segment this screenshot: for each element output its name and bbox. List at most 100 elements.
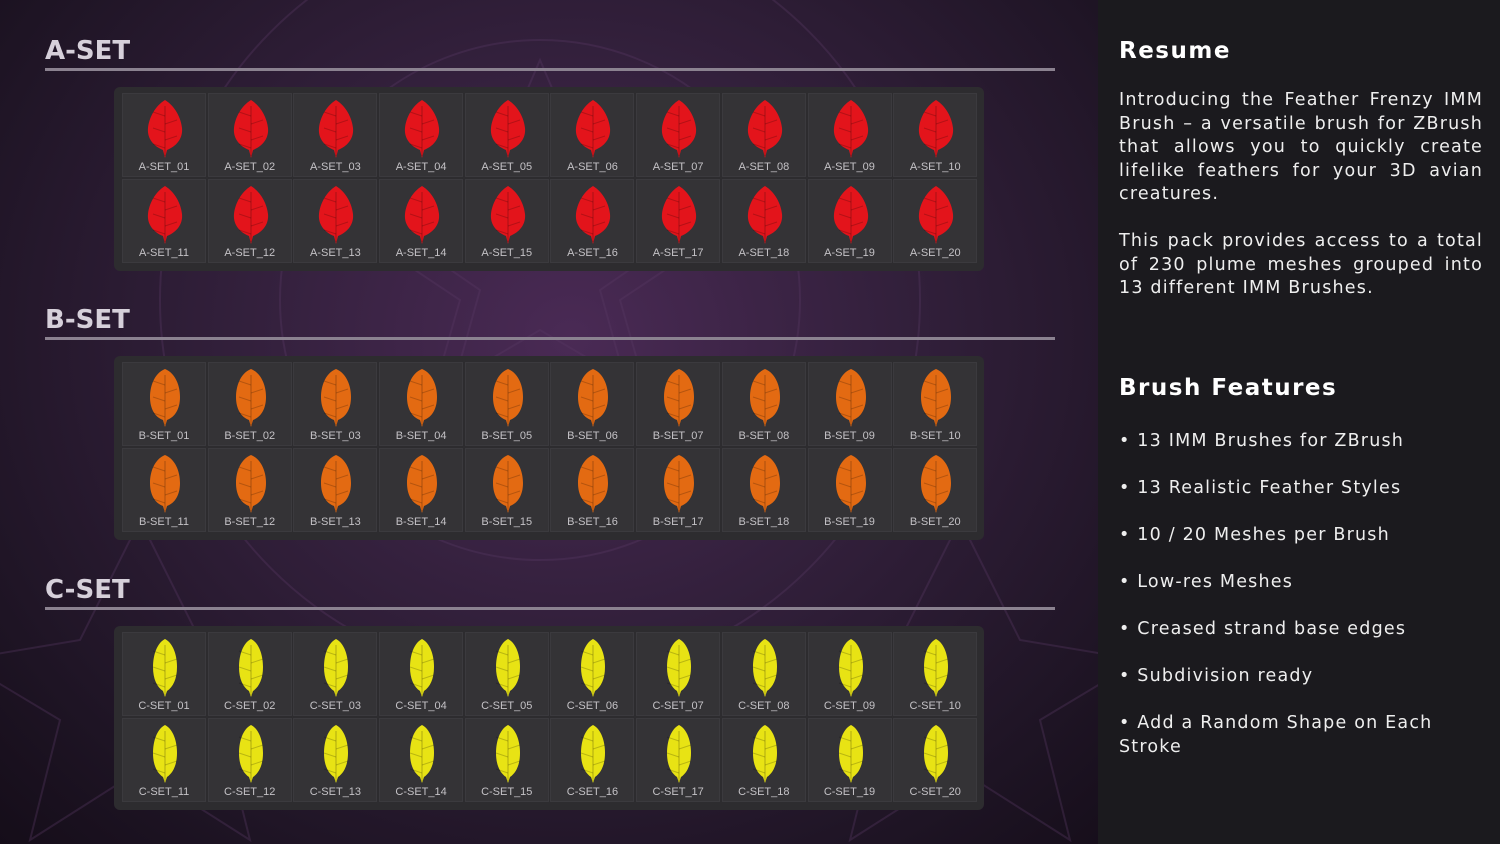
brush-thumbnail[interactable]: B-SET_15 bbox=[464, 448, 549, 532]
brush-thumbnail[interactable]: C-SET_08 bbox=[721, 632, 806, 716]
brush-thumbnail[interactable]: B-SET_01 bbox=[122, 362, 206, 446]
brush-thumbnail[interactable]: B-SET_13 bbox=[293, 448, 378, 532]
brush-label: B-SET_19 bbox=[824, 516, 875, 528]
brush-thumbnail[interactable]: B-SET_16 bbox=[550, 448, 635, 532]
brush-thumbnail[interactable]: A-SET_19 bbox=[807, 179, 892, 263]
brush-label: B-SET_14 bbox=[395, 516, 447, 528]
feather-icon bbox=[752, 639, 777, 697]
brush-label: C-SET_12 bbox=[224, 786, 276, 798]
brush-thumbnail[interactable]: B-SET_18 bbox=[721, 448, 806, 532]
brush-thumbnail[interactable]: A-SET_12 bbox=[207, 179, 292, 263]
brush-grid: C-SET_01 C-SET_02 C-SET_03 C-SET_04 C-SET_05… bbox=[122, 632, 978, 802]
brush-thumbnail[interactable]: B-SET_02 bbox=[207, 362, 292, 446]
feather-icon bbox=[235, 455, 266, 513]
brush-thumbnail[interactable]: B-SET_07 bbox=[636, 362, 721, 446]
brush-thumbnail[interactable]: B-SET_10 bbox=[893, 362, 978, 446]
brush-label: A-SET_01 bbox=[138, 161, 190, 173]
brush-label: A-SET_15 bbox=[481, 247, 533, 259]
brush-label: C-SET_03 bbox=[309, 700, 362, 712]
feather-icon bbox=[324, 639, 349, 697]
brush-thumbnail[interactable]: B-SET_17 bbox=[636, 448, 721, 532]
brush-thumbnail[interactable]: B-SET_20 bbox=[893, 448, 978, 532]
feather-icon bbox=[581, 639, 606, 697]
brush-thumbnail[interactable]: B-SET_19 bbox=[807, 448, 892, 532]
feather-icon bbox=[404, 100, 440, 158]
brush-thumbnail[interactable]: A-SET_04 bbox=[379, 93, 464, 177]
feather-icon bbox=[747, 186, 782, 244]
brush-thumbnail[interactable]: A-SET_16 bbox=[550, 179, 635, 263]
brush-thumbnail[interactable]: A-SET_18 bbox=[721, 179, 806, 263]
brush-thumbnail[interactable]: A-SET_02 bbox=[207, 93, 292, 177]
brush-thumbnail[interactable]: A-SET_11 bbox=[122, 179, 206, 263]
brush-thumbnail[interactable]: C-SET_16 bbox=[550, 718, 635, 802]
feather-icon bbox=[749, 455, 780, 513]
brush-thumbnail[interactable]: C-SET_14 bbox=[379, 718, 464, 802]
brush-thumbnail[interactable]: C-SET_18 bbox=[721, 718, 806, 802]
brush-thumbnail[interactable]: B-SET_11 bbox=[122, 448, 206, 532]
feather-icon bbox=[664, 455, 695, 513]
brush-thumbnail[interactable]: A-SET_10 bbox=[893, 93, 978, 177]
brush-thumbnail[interactable]: A-SET_09 bbox=[807, 93, 892, 177]
brush-thumbnail[interactable]: A-SET_01 bbox=[122, 93, 206, 177]
brush-thumbnail[interactable]: A-SET_06 bbox=[550, 93, 635, 177]
brush-thumbnail[interactable]: C-SET_03 bbox=[293, 632, 378, 716]
brush-label: B-SET_10 bbox=[909, 430, 961, 442]
brush-thumbnail[interactable]: A-SET_14 bbox=[379, 179, 464, 263]
brush-thumbnail[interactable]: A-SET_20 bbox=[893, 179, 978, 263]
brush-thumbnail[interactable]: B-SET_05 bbox=[464, 362, 549, 446]
brush-thumbnail[interactable]: C-SET_19 bbox=[807, 718, 892, 802]
brush-thumbnail[interactable]: C-SET_04 bbox=[379, 632, 464, 716]
brush-thumbnail[interactable]: C-SET_11 bbox=[122, 718, 206, 802]
brush-thumbnail[interactable]: C-SET_10 bbox=[893, 632, 978, 716]
brush-label: A-SET_08 bbox=[738, 161, 790, 173]
brush-label: C-SET_20 bbox=[909, 786, 961, 798]
brush-label: A-SET_05 bbox=[481, 161, 533, 173]
feather-icon bbox=[495, 725, 520, 783]
brush-thumbnail[interactable]: A-SET_05 bbox=[464, 93, 549, 177]
brush-label: C-SET_05 bbox=[481, 700, 533, 712]
brush-thumbnail[interactable]: B-SET_03 bbox=[293, 362, 378, 446]
brush-thumbnail[interactable]: A-SET_08 bbox=[721, 93, 806, 177]
brush-thumbnail[interactable]: A-SET_07 bbox=[636, 93, 721, 177]
brush-thumbnail[interactable]: C-SET_05 bbox=[464, 632, 549, 716]
feather-icon bbox=[662, 186, 697, 244]
set-title-2: C-SET bbox=[45, 575, 130, 605]
brush-label: B-SET_15 bbox=[481, 516, 533, 528]
feather-icon bbox=[495, 639, 520, 697]
set-divider bbox=[45, 68, 1055, 71]
brush-thumbnail[interactable]: C-SET_17 bbox=[636, 718, 721, 802]
brush-label: C-SET_13 bbox=[309, 786, 362, 798]
brush-thumbnail[interactable]: C-SET_13 bbox=[293, 718, 378, 802]
brush-thumbnail[interactable]: B-SET_09 bbox=[807, 362, 892, 446]
feather-icon bbox=[492, 369, 523, 427]
brush-thumbnail[interactable]: C-SET_07 bbox=[636, 632, 721, 716]
brush-label: C-SET_17 bbox=[652, 786, 704, 798]
brush-thumbnail[interactable]: C-SET_06 bbox=[550, 632, 635, 716]
feather-icon bbox=[666, 725, 692, 783]
brush-thumbnail[interactable]: C-SET_02 bbox=[207, 632, 292, 716]
brush-thumbnail[interactable]: C-SET_09 bbox=[807, 632, 892, 716]
brush-label: A-SET_14 bbox=[395, 247, 447, 259]
feather-icon bbox=[490, 186, 525, 244]
brush-thumbnail[interactable]: C-SET_01 bbox=[122, 632, 206, 716]
brush-thumbnail[interactable]: A-SET_17 bbox=[636, 179, 721, 263]
brush-label: A-SET_18 bbox=[738, 247, 790, 259]
brush-thumbnail[interactable]: A-SET_13 bbox=[293, 179, 378, 263]
brush-thumbnail[interactable]: B-SET_06 bbox=[550, 362, 635, 446]
brush-thumbnail[interactable]: A-SET_03 bbox=[293, 93, 378, 177]
brush-thumbnail[interactable]: B-SET_12 bbox=[207, 448, 292, 532]
brush-thumbnail[interactable]: C-SET_20 bbox=[893, 718, 978, 802]
brush-thumbnail[interactable]: B-SET_08 bbox=[721, 362, 806, 446]
resume-paragraph-1: Introducing the Feather Frenzy IMM Brush… bbox=[1119, 90, 1483, 204]
brush-thumbnail[interactable]: C-SET_15 bbox=[464, 718, 549, 802]
feather-icon bbox=[919, 186, 954, 244]
feather-icon bbox=[409, 725, 435, 783]
brush-thumbnail[interactable]: C-SET_12 bbox=[207, 718, 292, 802]
brush-thumbnail[interactable]: B-SET_14 bbox=[379, 448, 464, 532]
brush-thumbnail[interactable]: B-SET_04 bbox=[379, 362, 464, 446]
brush-thumbnail[interactable]: A-SET_15 bbox=[464, 179, 549, 263]
brush-label: B-SET_07 bbox=[652, 430, 704, 442]
brush-label: A-SET_13 bbox=[310, 247, 361, 259]
brush-label: A-SET_19 bbox=[824, 247, 875, 259]
brush-label: C-SET_14 bbox=[395, 786, 447, 798]
